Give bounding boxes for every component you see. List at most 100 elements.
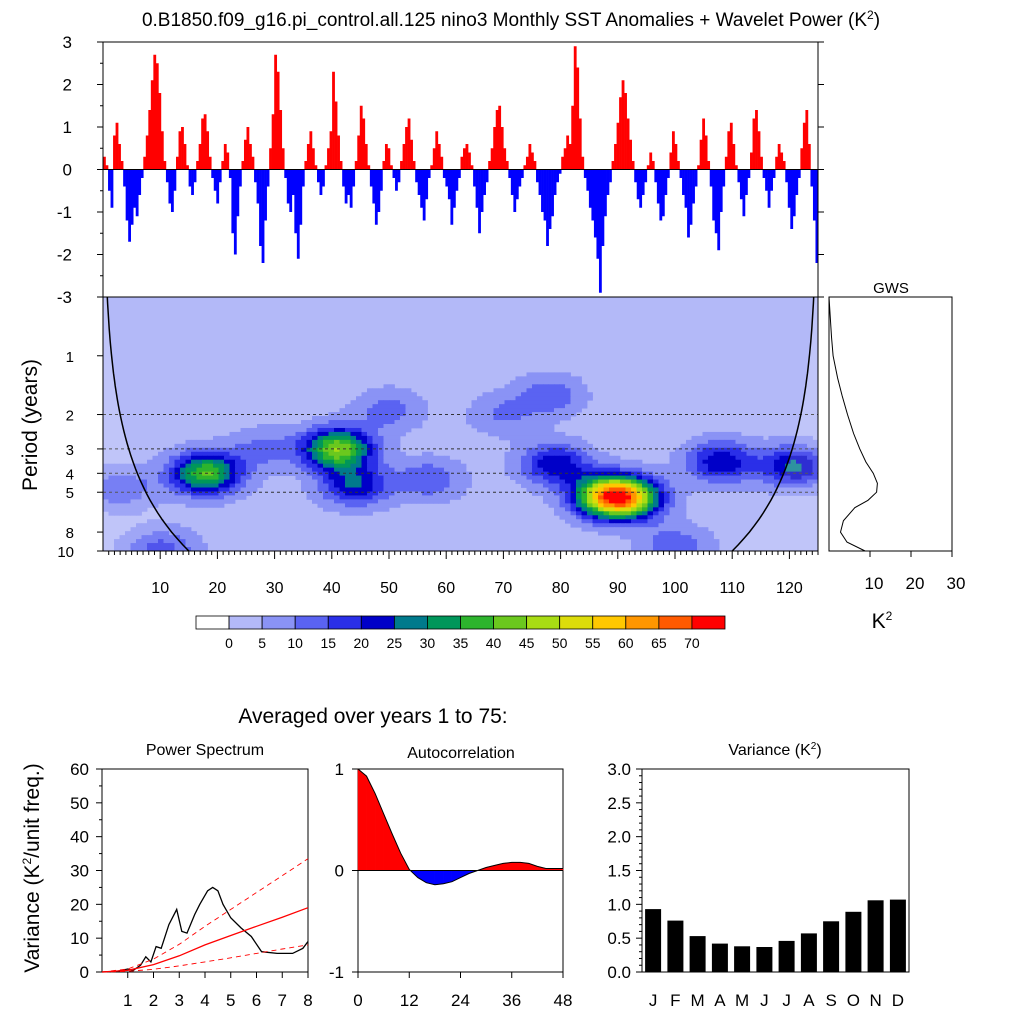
wavelet-cell	[218, 463, 225, 469]
wavelet-cell	[785, 475, 791, 480]
wavelet-cell	[229, 467, 236, 473]
wavelet-cell	[543, 439, 549, 445]
sst-bar	[367, 165, 371, 170]
wavelet-cell	[394, 499, 401, 504]
wavelet-cell	[719, 451, 725, 457]
wavelet-cell	[812, 439, 819, 445]
wavelet-cell	[339, 424, 346, 429]
wavelet-cell	[592, 523, 599, 528]
wavelet-cell	[235, 439, 241, 445]
wavelet-cell	[202, 503, 208, 508]
wavelet-cell	[592, 463, 599, 469]
wavelet-cell	[680, 511, 687, 516]
wavelet-cell	[174, 483, 181, 488]
variance-ytick-label: 0.5	[607, 929, 631, 948]
wavelet-cell	[559, 463, 566, 469]
wavelet-cell	[664, 523, 670, 528]
wavelet-cell	[559, 459, 566, 465]
wavelet-cell	[658, 515, 665, 520]
wavelet-cell	[339, 495, 346, 500]
wavelet-cell	[614, 511, 621, 516]
wavelet-cell	[163, 491, 170, 496]
wavelet-cell	[119, 539, 126, 544]
wavelet-cell	[796, 491, 802, 496]
sst-bar	[251, 156, 255, 170]
wavelet-cell	[383, 435, 390, 441]
wavelet-cell	[598, 495, 604, 500]
colorbar-box	[228, 615, 263, 630]
wavelet-cell	[345, 443, 351, 449]
wavelet-cell	[526, 443, 533, 449]
wavelet-cell	[350, 431, 357, 437]
wavelet-cell	[708, 535, 714, 540]
wavelet-cell	[119, 503, 126, 508]
sst-bar	[322, 169, 325, 187]
wavelet-cell	[378, 483, 384, 488]
wavelet-cell	[372, 463, 379, 469]
wavelet-cell	[323, 475, 329, 480]
wavelet-cell	[543, 424, 549, 429]
wavelet-cell	[757, 463, 764, 469]
wavelet-cell	[554, 404, 560, 409]
wavelet-cell	[691, 539, 698, 544]
autocorrelation-ytick-label: 1	[335, 760, 344, 779]
wavelet-cell	[636, 539, 643, 544]
wavelet-cell	[680, 515, 687, 520]
wavelet-cell	[719, 479, 725, 484]
wavelet-cell	[141, 503, 148, 508]
sst-bar	[415, 169, 418, 183]
sst-bar	[183, 144, 187, 170]
wavelet-cell	[537, 408, 544, 413]
sst-bar	[445, 169, 449, 187]
wavelet-cell	[268, 471, 274, 476]
wavelet-cell	[526, 451, 533, 457]
wavelet-cell	[598, 531, 604, 536]
wavelet-cell	[152, 471, 159, 476]
sst-bar	[430, 165, 434, 170]
wavelet-cell	[427, 455, 434, 461]
sst-bar	[327, 148, 330, 170]
wavelet-cell	[449, 475, 456, 480]
sst-bar	[168, 169, 172, 204]
wavelet-cell	[207, 439, 214, 445]
wavelet-cell	[576, 396, 582, 401]
sst-bar	[344, 169, 348, 204]
wavelet-cell	[752, 463, 758, 469]
wavelet-cell	[537, 455, 544, 461]
wavelet-cell	[807, 443, 813, 449]
wavelet-cell	[515, 435, 522, 441]
wavelet-cell	[592, 507, 599, 512]
wavelet-cell	[136, 511, 142, 516]
wavelet-cell	[334, 507, 340, 512]
wavelet-cell	[598, 487, 604, 492]
wavelet-xtick-label: 110	[719, 580, 745, 597]
wavelet-cell	[169, 547, 175, 552]
wavelet-cell	[702, 431, 709, 437]
wavelet-cell	[361, 443, 368, 449]
wavelet-cell	[169, 487, 175, 492]
wavelet-cell	[169, 447, 175, 453]
wavelet-cell	[746, 467, 753, 473]
wavelet-cell	[620, 491, 626, 496]
wavelet-cell	[752, 475, 758, 480]
wavelet-cell	[400, 431, 406, 437]
wavelet-cell	[345, 420, 351, 425]
wavelet-cell	[438, 495, 445, 500]
wavelet-cell	[570, 503, 577, 508]
wavelet-cell	[548, 475, 555, 480]
wavelet-cell	[185, 439, 192, 445]
wavelet-cell	[763, 463, 769, 469]
wavelet-cell	[367, 487, 373, 492]
sst-bar	[395, 169, 398, 191]
wavelet-cell	[367, 439, 373, 445]
sst-bar	[359, 105, 363, 170]
wavelet-cell	[257, 439, 263, 445]
sst-bar	[362, 118, 366, 170]
wavelet-cell	[389, 431, 395, 437]
wavelet-cell	[317, 455, 324, 461]
wavelet-cell	[268, 443, 274, 449]
wavelet-cell	[301, 471, 307, 476]
wavelet-cell	[394, 495, 401, 500]
wavelet-cell	[532, 420, 538, 425]
wavelet-cell	[141, 483, 148, 488]
